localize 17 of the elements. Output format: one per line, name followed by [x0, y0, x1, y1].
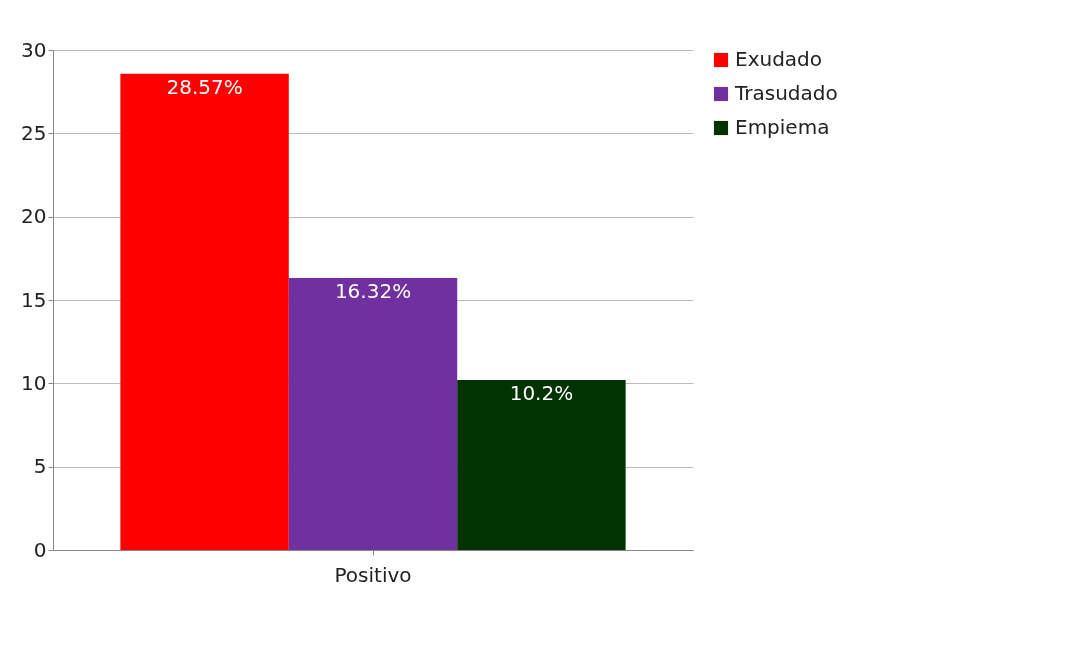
y-tick-label: 25: [21, 120, 47, 145]
data-label: 28.57%: [166, 74, 243, 99]
legend-label: Trasudado: [734, 81, 838, 105]
y-tick-label: 0: [33, 537, 47, 562]
y-tick-label: 30: [21, 37, 47, 62]
y-tick-label: 5: [33, 454, 47, 479]
y-tick-label: 20: [21, 204, 47, 229]
legend-label: Exudado: [735, 47, 823, 71]
legend-label: Empiema: [735, 115, 830, 139]
data-label: 16.32%: [334, 279, 412, 303]
bar: [288, 278, 458, 550]
y-tick-label: 15: [21, 287, 47, 312]
x-tick-label: Positivo: [334, 562, 412, 587]
bar: [457, 380, 626, 550]
bar: [120, 73, 289, 550]
data-label: 10.2%: [509, 381, 574, 405]
y-tick-label: 10: [21, 370, 47, 395]
